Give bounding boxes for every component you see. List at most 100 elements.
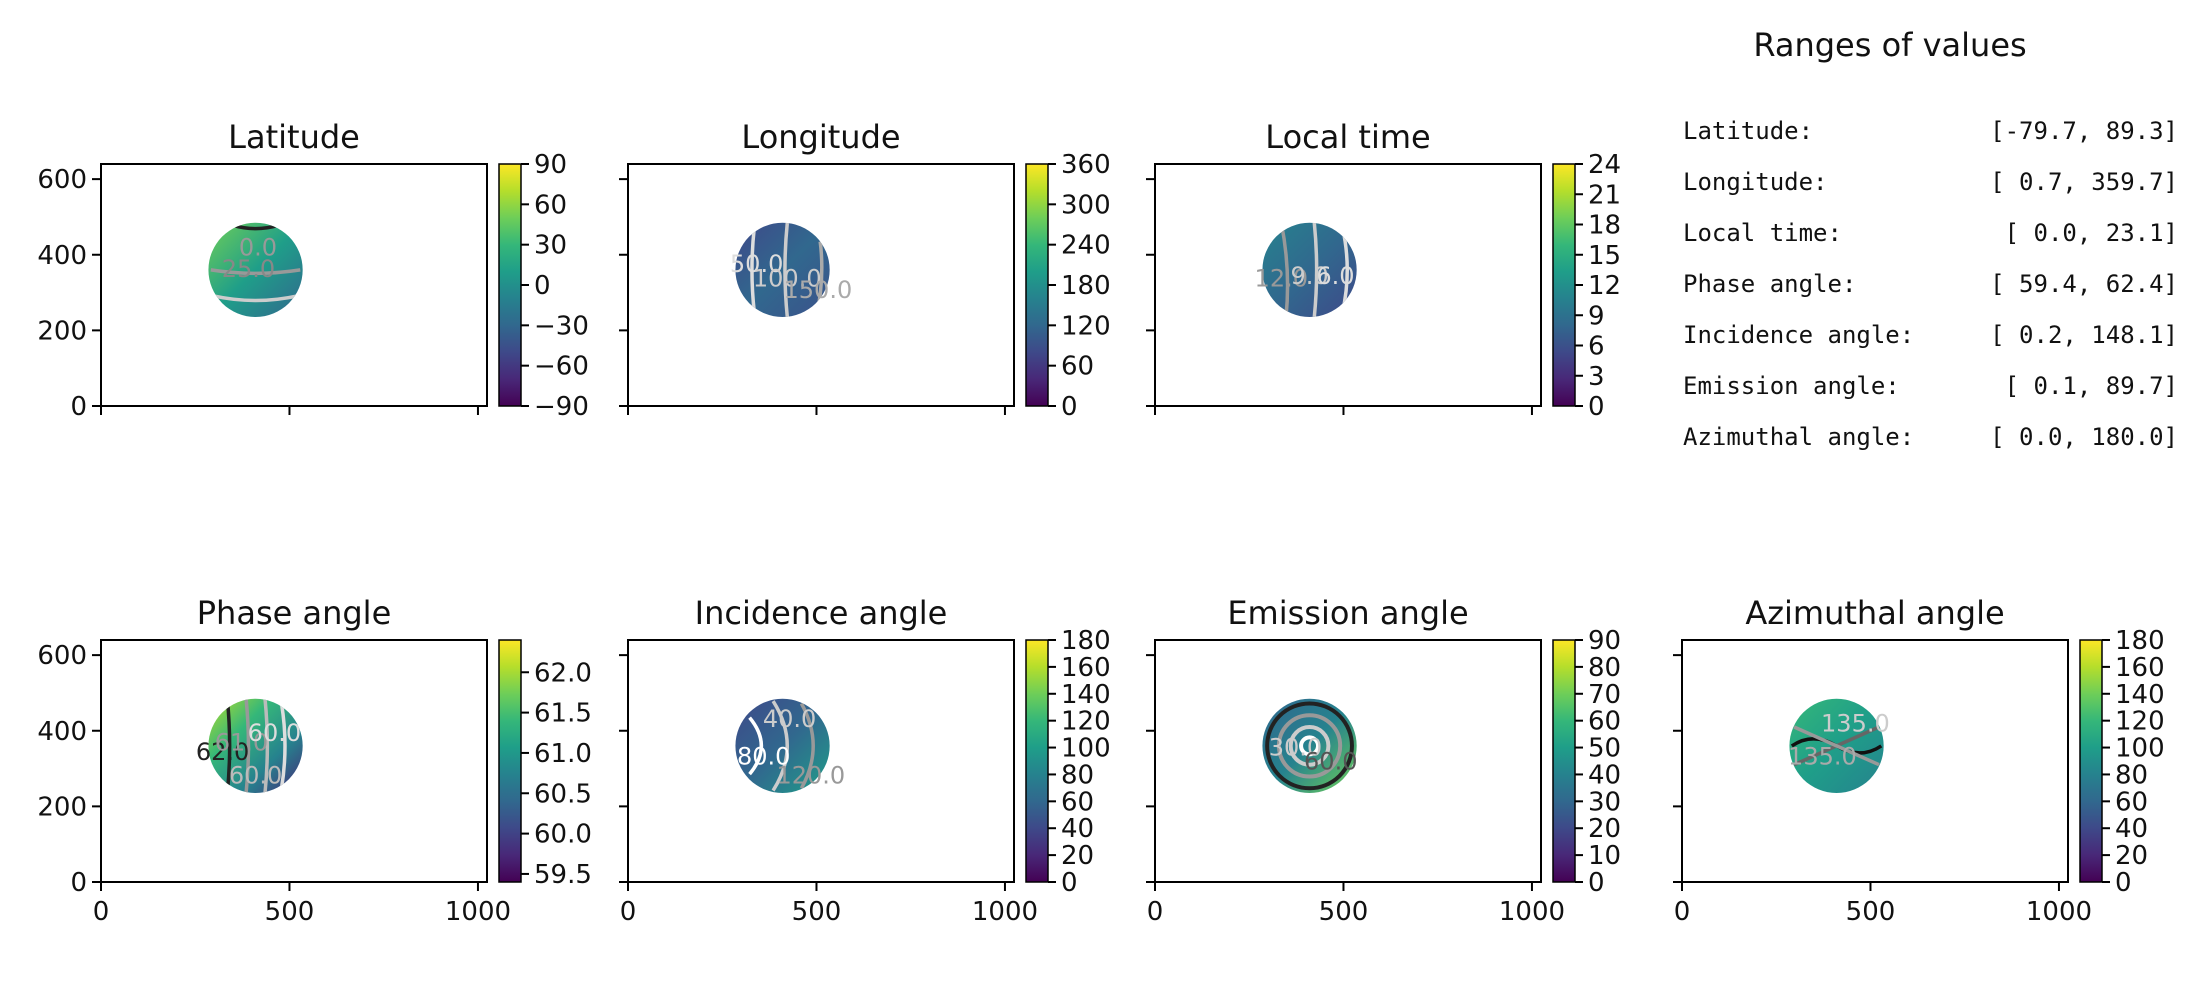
colorbar-tick-label: 240 (1061, 231, 1111, 261)
x-tick-label: 0 (1674, 897, 1691, 927)
range-label: Longitude: (1683, 168, 1828, 196)
colorbar-tick-label: 61.0 (534, 739, 592, 769)
contour-label: 80.0 (737, 743, 790, 771)
y-tick-label: 200 (37, 316, 87, 346)
x-tick-label: 1000 (445, 897, 511, 927)
colorbar-tick-label: 3 (1588, 362, 1605, 392)
colorbar-tick-label: 6 (1588, 332, 1605, 362)
axes-frame (1154, 639, 1542, 883)
colorbar-gradient (1552, 163, 1576, 407)
y-tick-label: 200 (37, 792, 87, 822)
colorbar-tick-label: 70 (1588, 680, 1621, 710)
x-tick-label: 1000 (1499, 897, 1565, 927)
colorbar-tick-label: 20 (1588, 814, 1621, 844)
colorbar-tick-label: 60 (1588, 707, 1621, 737)
range-label: Local time: (1683, 219, 1842, 247)
subplot-title: Local time (1265, 118, 1430, 156)
contour-line (1288, 725, 1331, 767)
contour-label: 50.0 (730, 250, 783, 278)
colorbar-gradient (1025, 163, 1049, 407)
contour-label: 12.0 (1255, 264, 1308, 292)
colorbar-tick-label: 20 (2115, 841, 2148, 871)
contour-label: 6.0 (1316, 262, 1354, 290)
x-tick-label: 1000 (2026, 897, 2092, 927)
contour-line (750, 227, 757, 313)
subplot-title: Longitude (741, 118, 900, 156)
colorbar-tick-label: 24 (1588, 150, 1621, 180)
colorbar-tick-label: 61.5 (534, 699, 592, 729)
colorbar-tick-label: 0 (1588, 392, 1605, 422)
colorbar-tick-label: 62.0 (534, 658, 592, 688)
contour-label: 30.0 (1269, 733, 1322, 761)
contour-label: 60.0 (1304, 747, 1357, 775)
y-tick-label: 0 (70, 392, 87, 422)
planet-disk (735, 698, 830, 793)
contour-label: 0.0 (239, 234, 277, 262)
range-value: [ 59.4, 62.4] (1990, 270, 2178, 298)
range-value: [-79.7, 89.3] (1990, 117, 2178, 145)
subplot-title: Incidence angle (695, 594, 948, 632)
contour-line (799, 702, 815, 790)
contour-lines (225, 698, 287, 793)
contour-label: 100.0 (753, 264, 822, 292)
planet-disk (208, 698, 303, 793)
colorbar-tick-label: 60 (2115, 787, 2148, 817)
contour-line (1299, 735, 1321, 757)
x-tick-label: 500 (1846, 897, 1896, 927)
x-tick-label: 500 (1319, 897, 1369, 927)
colorbar-tick-label: 30 (1588, 787, 1621, 817)
y-tick-label: 600 (37, 165, 87, 195)
colorbar-tick-label: 120 (2115, 707, 2165, 737)
colorbar-tick-label: 40 (1588, 760, 1621, 790)
colorbar-tick-label: 80 (1061, 760, 1094, 790)
contour-lines (1265, 701, 1354, 791)
colorbar-tick-label: 60 (1061, 352, 1094, 382)
contour-line (1793, 725, 1880, 767)
contour-label: 120.0 (776, 762, 845, 790)
contour-label: 61.0 (215, 729, 268, 757)
contour-line (263, 698, 270, 793)
range-label: Phase angle: (1683, 270, 1856, 298)
colorbar-gradient (498, 639, 522, 883)
axes-frame (627, 163, 1015, 407)
colorbar-tick-label: 160 (2115, 653, 2165, 683)
range-value: [ 0.7, 359.7] (1990, 168, 2178, 196)
ranges-panel: Ranges of values Latitude: [-79.7, 89.3] L… (1683, 26, 2178, 451)
planet-disk (1262, 698, 1357, 793)
range-value: [ 0.0, 180.0] (1990, 423, 2178, 451)
x-tick-label: 500 (265, 897, 315, 927)
colorbar-tick-label: 0 (1061, 392, 1078, 422)
colorbar-tick-label: 100 (2115, 734, 2165, 764)
colorbar-tick-label: 180 (1061, 271, 1111, 301)
y-tick-label: 600 (37, 641, 87, 671)
range-label: Incidence angle: (1683, 321, 1914, 349)
contour-line (225, 698, 232, 793)
contour-label: 60.0 (229, 762, 282, 790)
colorbar-tick-label: 60 (1061, 787, 1094, 817)
colorbar-tick-label: 40 (1061, 814, 1094, 844)
planet-disk (735, 222, 830, 317)
range-label: Emission angle: (1683, 372, 1900, 400)
contour-line (210, 268, 301, 276)
colorbar-tick-label: 100 (1061, 734, 1111, 764)
colorbar-tick-label: −30 (534, 311, 589, 341)
colorbar-tick-label: 0 (534, 271, 551, 301)
colorbar-tick-label: 59.5 (534, 860, 592, 890)
colorbar-tick-label: −90 (534, 392, 589, 422)
x-tick-label: 0 (1147, 897, 1164, 927)
colorbar-tick-label: 30 (534, 231, 567, 261)
axes-frame (100, 639, 488, 883)
colorbar-tick-label: 90 (1588, 626, 1621, 656)
colorbar-tick-label: 180 (2115, 626, 2165, 656)
subplot-title: Latitude (228, 118, 360, 156)
colorbar-tick-label: 9 (1588, 301, 1605, 331)
contour-label: 135.0 (1821, 710, 1890, 738)
colorbar-tick-label: 120 (1061, 707, 1111, 737)
